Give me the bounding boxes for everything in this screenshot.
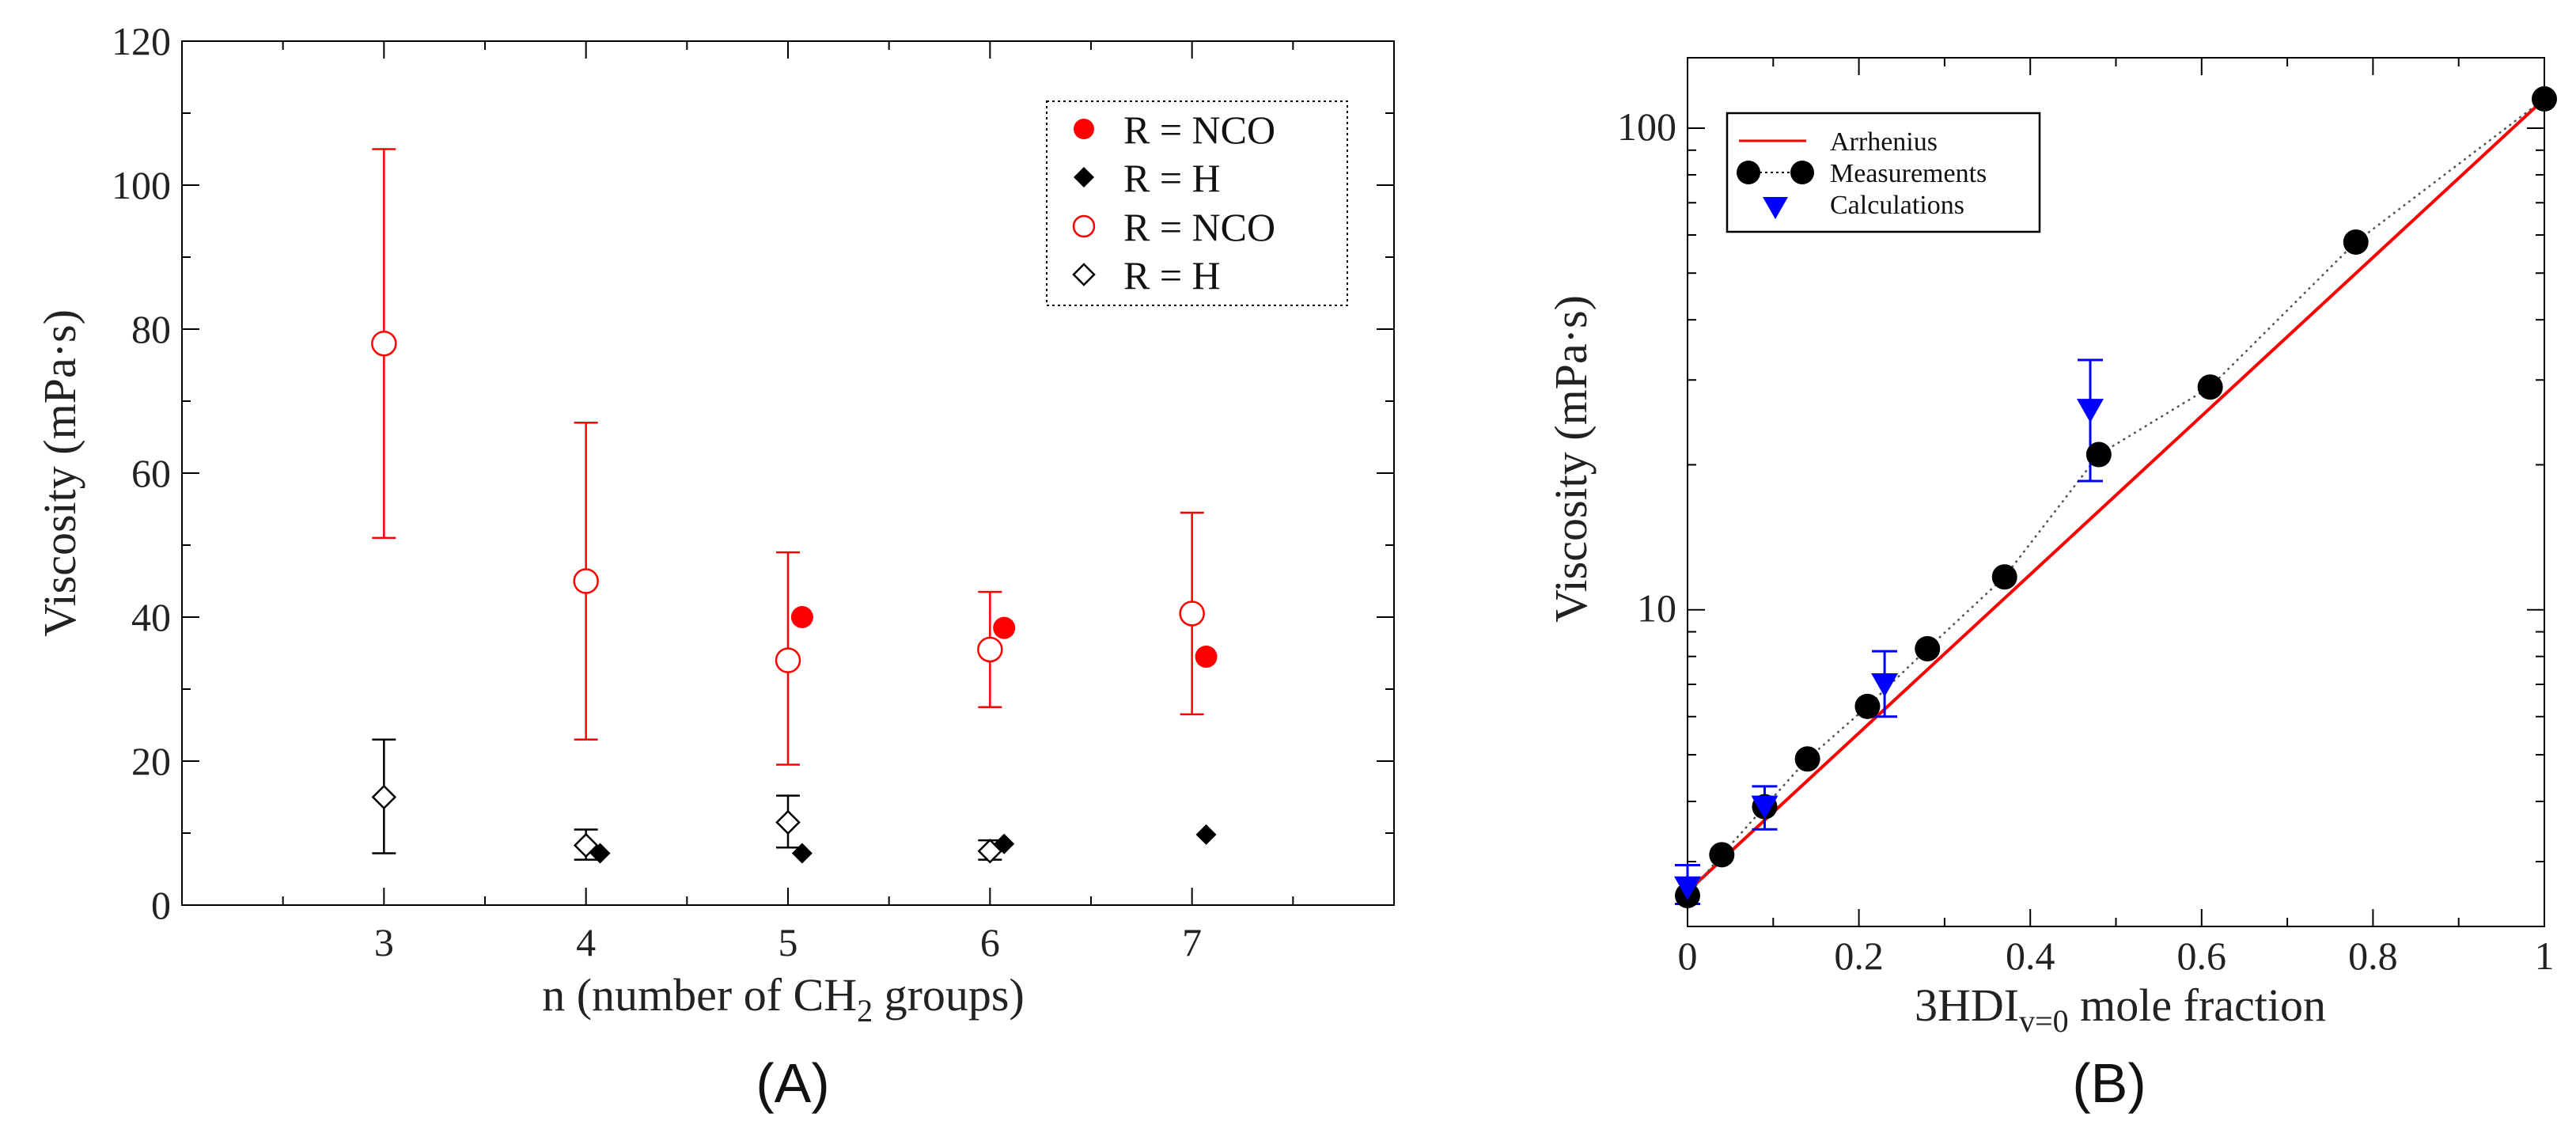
panel-b-measurement-point [2197,374,2223,400]
panel-b-ytick-label: 10 [1637,586,1676,631]
panel-a-legend-frame [1046,100,1348,306]
panel-a-point-r-nco-open [977,636,1003,663]
panel-a-point-r-h-open [977,838,1003,864]
panel-a-x-axis-title: n (number of CH2 groups) [542,969,1025,1029]
panel-a-point-r-nco-open [775,647,801,673]
legend-label-r-nco-open: R = NCO [1123,205,1275,249]
panel-a-ytick-label: 100 [112,163,171,207]
panel-a-x-axis-title-main: n (number of CH [542,969,857,1021]
panel-a-ytick-label: 80 [131,307,171,351]
panel-b-xtick-label: 0 [1678,934,1698,978]
panel-b-measurements-line [1687,98,2545,896]
panel-b-xtick-label: 0.2 [1834,934,1884,978]
panel-a-xtick-label: 5 [778,920,798,964]
panel-b-label: (B) [2072,1052,2146,1114]
panel-b-xtick-label: 0.8 [2348,934,2398,978]
panel-a-legend: R = NCO R = H R = NCO R = H [1046,100,1348,306]
panel-b-chart: 0 0.2 0.4 0.6 0.8 1 10 100 Viscosity (mPa·s) 3H… [1545,57,2557,1114]
legend-marker-measurements-dot-2 [1790,161,1814,184]
panel-a-point-r-nco-open [573,568,599,594]
legend-marker-r-nco-filled [1074,119,1094,139]
legend-marker-r-h-filled [1074,167,1094,188]
panel-a-point-r-h-open [371,784,397,810]
panel-b-calculation-point [1871,672,1899,697]
panel-a-point-r-h-open [775,809,801,835]
panel-a-point-r-nco-filled [993,616,1016,639]
panel-a-point-r-h-filled [1195,824,1217,845]
panel-b-calculation-point [1751,795,1779,820]
panel-a-ytick-label: 60 [131,451,171,495]
panel-a-label: (A) [756,1052,829,1114]
panel-b-xtick-label: 1 [2535,934,2555,978]
panel-a-x-axis-title-tail: groups) [873,969,1025,1021]
panel-b-ytick-label: 100 [1617,104,1676,149]
panel-b-calculation-point [1674,876,1701,900]
panel-b-arrhenius-line [1686,97,2546,893]
panel-a-chart: 0 20 40 60 80 100 120 3 4 5 6 7 Viscosity (mPa·s) n… [34,19,1395,1114]
panel-a-xtick-label: 6 [980,920,1000,964]
panel-b-x-axis-title-tail: mole fraction [2069,979,2326,1031]
panel-b-measurement-point [2343,229,2369,255]
panel-a-ytick-label: 0 [151,883,171,927]
panel-a-point-r-nco-filled [1195,646,1218,669]
panel-a-point-r-nco-filled [790,606,813,628]
legend-marker-r-h-open [1072,263,1096,286]
panel-a-ytick-label: 20 [131,739,171,783]
panel-b-measurement-point [1854,693,1881,719]
panel-b-y-axis-title: Viscosity (mPa·s) [1545,295,1597,623]
panel-b-x-axis-title-sub: v=0 [2019,1003,2069,1039]
panel-b-measurement-point [1794,746,1820,772]
legend-marker-calculations [1763,197,1788,219]
legend-label-arrhenius: Arrhenius [1830,127,1938,157]
panel-a-y-axis-title: Viscosity (mPa·s) [34,309,85,637]
panel-b-calculation-point [2077,399,2104,423]
legend-label-r-nco-filled: R = NCO [1123,108,1275,152]
panel-a-ytick-label: 40 [131,595,171,639]
panel-b-measurement-point [2085,441,2112,468]
panel-b-measurement-point [1709,842,1735,868]
legend-marker-measurements-dot-1 [1737,161,1760,184]
panel-b-legend: Arrhenius Measurements Calculations [1726,112,2041,233]
panel-b-x-axis-title: 3HDIv=0 mole fraction [1915,979,2326,1039]
legend-marker-r-nco-open [1072,214,1096,238]
panel-b-xtick-label: 0.4 [2006,934,2055,978]
panel-a-x-axis-title-sub: 2 [857,993,873,1029]
panel-a-point-r-nco-open [371,330,397,357]
panel-a-xtick-label: 4 [576,920,596,964]
panel-a-ytick-label: 120 [112,19,171,63]
panel-b-xtick-label: 0.6 [2177,934,2227,978]
panel-a-xtick-label: 7 [1182,920,1202,964]
panel-a-xtick-label: 3 [374,920,394,964]
panel-b-measurement-point [1915,635,1941,661]
panel-a-point-r-nco-open [1179,600,1205,627]
panel-b-x-axis-title-main: 3HDI [1915,979,2019,1031]
legend-label-measurements: Measurements [1830,159,1987,188]
panel-a-point-r-h-filled [791,843,813,864]
legend-label-calculations: Calculations [1830,191,1964,220]
legend-label-r-h-filled: R = H [1123,156,1221,200]
panel-b-measurement-point [2532,86,2557,112]
panel-b-measurement-point [1991,564,2017,590]
panel-a-point-r-h-open [573,832,599,858]
legend-label-r-h-open: R = H [1123,253,1221,297]
